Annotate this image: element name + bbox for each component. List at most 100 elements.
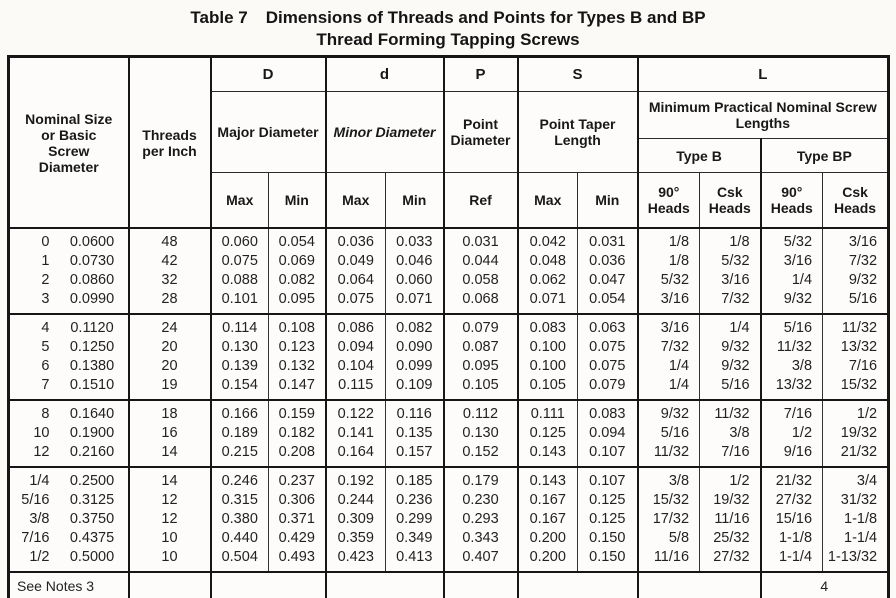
cell-basic-diameter: 0.0730	[69, 253, 115, 269]
data-row: 3/8 0.3750 12 0.380 0.371 0.309 0.299 0.293 0.16…	[9, 510, 889, 529]
cell-typebp-90-heads: 27/32	[759, 491, 823, 510]
cell-taper-max: 0.105	[516, 376, 578, 400]
cell-basic-diameter: 0.0600	[69, 234, 115, 250]
cell-taper-max: 0.143	[516, 443, 578, 467]
cell-typebp-csk-heads: 31/32	[822, 491, 889, 510]
cell-typeb-90-heads: 9/32	[636, 400, 700, 424]
cell-size: 2	[41, 272, 50, 288]
cell-major-max: 0.166	[209, 400, 269, 424]
cell-minor-min: 0.109	[384, 376, 444, 400]
cell-major-max: 0.114	[209, 314, 269, 338]
header-row-types: Type B Type BP	[9, 138, 890, 173]
row-group-3: 8 0.1640 18 0.166 0.159 0.122 0.116 0.112 0.111 0…	[8, 400, 889, 467]
col-header-typeb-90-heads: 90° Heads	[636, 172, 701, 229]
cell-point-ref: 0.105	[442, 376, 518, 400]
footer-row: See Notes 3 4	[9, 572, 889, 598]
cell-major-max: 0.189	[209, 424, 269, 443]
col-letter-minor-d: d	[324, 56, 445, 92]
cell-taper-max: 0.111	[516, 400, 578, 424]
col-header-type-b: Type B	[636, 138, 762, 173]
col-header-typebp-90-heads: 90° Heads	[759, 172, 824, 229]
cell-major-max: 0.215	[209, 443, 269, 467]
cell-minor-min: 0.116	[384, 400, 444, 424]
data-row: 1/4 0.2500 14 0.246 0.237 0.192 0.185 0.179 0.14…	[9, 467, 889, 491]
table-title-line2: Thread Forming Tapping Screws	[316, 30, 580, 49]
cell-point-ref: 0.152	[442, 443, 518, 467]
data-row: 2 0.0860 32 0.088 0.082 0.064 0.060 0.058 0.062 0…	[9, 271, 889, 290]
cell-size: 1	[41, 253, 50, 269]
footer-empty-minor	[324, 572, 444, 598]
cell-typeb-csk-heads: 5/32	[699, 252, 761, 271]
cell-minor-min: 0.135	[384, 424, 444, 443]
cell-typeb-csk-heads: 1/4	[699, 314, 761, 338]
cell-taper-min: 0.083	[577, 400, 638, 424]
cell-basic-diameter: 0.2160	[69, 444, 115, 460]
cell-minor-min: 0.236	[384, 491, 444, 510]
cell-typebp-csk-heads: 1/2	[822, 400, 889, 424]
cell-taper-min: 0.150	[577, 548, 638, 572]
cell-typebp-csk-heads: 21/32	[822, 443, 889, 467]
cell-basic-diameter: 0.4375	[69, 530, 115, 546]
cell-threads-per-inch: 42	[127, 252, 211, 271]
cell-major-min: 0.132	[268, 357, 326, 376]
table-title-text: Dimensions of Threads and Points for Typ…	[265, 8, 706, 27]
cell-typebp-csk-heads: 1-13/32	[822, 548, 889, 572]
cell-taper-max: 0.071	[516, 290, 578, 314]
cell-taper-min: 0.125	[577, 510, 638, 529]
cell-size: 10	[33, 425, 50, 441]
cell-taper-min: 0.031	[577, 228, 638, 252]
cell-taper-min: 0.079	[577, 376, 638, 400]
cell-typebp-90-heads: 3/16	[759, 252, 823, 271]
cell-threads-per-inch: 18	[127, 400, 211, 424]
col-header-minor-diameter: Minor Diameter	[324, 91, 445, 173]
col-letter-taper-S: S	[516, 56, 639, 92]
cell-typebp-csk-heads: 1-1/8	[822, 510, 889, 529]
cell-typeb-90-heads: 3/8	[636, 467, 700, 491]
col-header-point-diameter: Point Diameter	[442, 91, 519, 173]
cell-taper-min: 0.107	[577, 467, 638, 491]
cell-major-max: 0.380	[209, 510, 269, 529]
data-row: 6 0.1380 20 0.139 0.132 0.104 0.099 0.095 0.100 0…	[9, 357, 889, 376]
footer-empty-typeb	[636, 572, 761, 598]
cell-point-ref: 0.407	[442, 548, 518, 572]
cell-size: 7/16	[21, 530, 50, 546]
cell-threads-per-inch: 16	[127, 424, 211, 443]
cell-size: 1/2	[29, 549, 50, 565]
data-row: 8 0.1640 18 0.166 0.159 0.122 0.116 0.112 0.111 0…	[9, 400, 889, 424]
cell-threads-per-inch: 12	[127, 491, 211, 510]
cell-typeb-90-heads: 5/8	[636, 529, 700, 548]
cell-minor-max: 0.164	[324, 443, 386, 467]
cell-major-min: 0.108	[268, 314, 326, 338]
cell-basic-diameter: 0.5000	[69, 549, 115, 565]
data-row: 10 0.1900 16 0.189 0.182 0.141 0.135 0.130 0.125…	[9, 424, 889, 443]
cell-typebp-csk-heads: 7/32	[822, 252, 889, 271]
cell-typebp-csk-heads: 11/32	[822, 314, 889, 338]
cell-minor-max: 0.309	[324, 510, 386, 529]
cell-typebp-csk-heads: 15/32	[822, 376, 889, 400]
cell-taper-min: 0.075	[577, 357, 638, 376]
cell-taper-max: 0.125	[516, 424, 578, 443]
cell-taper-max: 0.100	[516, 338, 578, 357]
cell-typeb-90-heads: 3/16	[636, 290, 700, 314]
cell-major-min: 0.054	[268, 228, 326, 252]
cell-typeb-90-heads: 1/4	[636, 376, 700, 400]
cell-typebp-90-heads: 13/32	[759, 376, 823, 400]
col-header-major-diameter: Major Diameter	[209, 91, 326, 173]
cell-minor-max: 0.423	[324, 548, 386, 572]
cell-major-max: 0.440	[209, 529, 269, 548]
data-row: 0 0.0600 48 0.060 0.054 0.036 0.033 0.031 0.042 0…	[9, 228, 889, 252]
cell-point-ref: 0.087	[442, 338, 518, 357]
cell-taper-max: 0.042	[516, 228, 578, 252]
cell-minor-max: 0.115	[324, 376, 386, 400]
cell-taper-min: 0.054	[577, 290, 638, 314]
cell-typeb-90-heads: 5/32	[636, 271, 700, 290]
cell-major-min: 0.147	[268, 376, 326, 400]
cell-taper-max: 0.143	[516, 467, 578, 491]
cell-size: 4	[41, 320, 50, 336]
cell-typebp-90-heads: 5/16	[759, 314, 823, 338]
cell-major-min: 0.493	[268, 548, 326, 572]
cell-size: 3	[41, 291, 50, 307]
cell-minor-max: 0.049	[324, 252, 386, 271]
cell-typeb-csk-heads: 19/32	[699, 491, 761, 510]
cell-typebp-csk-heads: 5/16	[822, 290, 889, 314]
